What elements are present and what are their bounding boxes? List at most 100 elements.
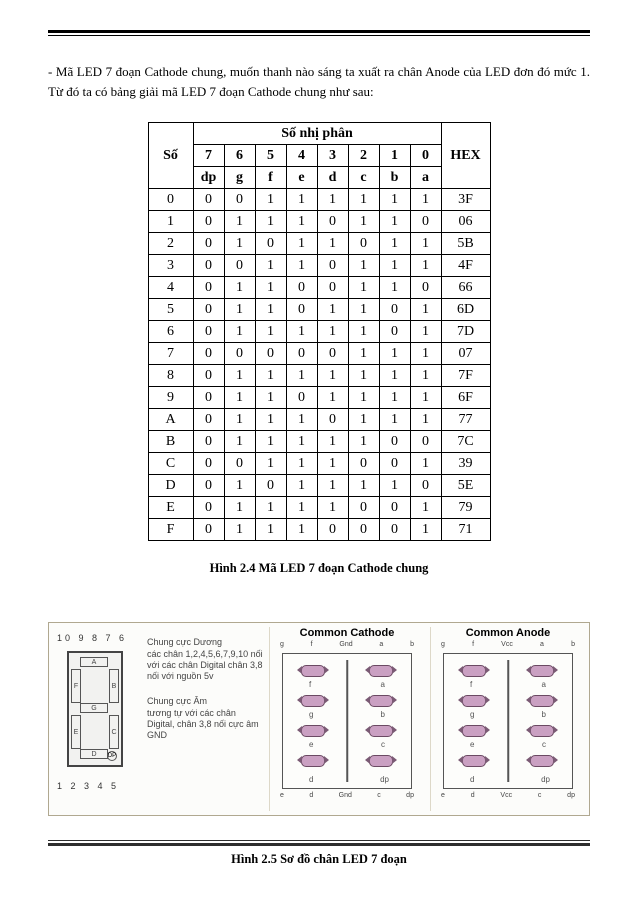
cell-bit: 1	[317, 387, 348, 409]
cell-bit: 1	[317, 233, 348, 255]
th-bit-num: 1	[379, 145, 410, 167]
common-cathode-schematic: Common Cathode gfGndab fa gb ec ddp edGn…	[269, 627, 424, 811]
ca-chip: fa gb ec ddp	[443, 653, 573, 789]
pin-label: Gnd	[339, 641, 352, 648]
th-bit-name: d	[317, 167, 348, 189]
cell-number: 6	[148, 321, 193, 343]
cell-bit: 0	[410, 475, 441, 497]
cell-bit: 1	[255, 387, 286, 409]
cell-bit: 0	[193, 189, 224, 211]
pin-labels-bottom: 1 2 3 4 5	[57, 781, 119, 791]
pin-label: e	[280, 792, 284, 799]
cell-bit: 1	[317, 299, 348, 321]
pin-label: f	[472, 641, 474, 648]
pin-label: b	[571, 641, 575, 648]
cell-bit: 0	[193, 431, 224, 453]
common-anode-schematic: Common Anode gfVccab fa gb ec ddp edVccc…	[430, 627, 585, 811]
cell-bit: 0	[286, 299, 317, 321]
table-row: 8011111117F	[148, 365, 490, 387]
cell-bit: 1	[410, 189, 441, 211]
table-row: 9011011116F	[148, 387, 490, 409]
cell-bit: 0	[193, 343, 224, 365]
cell-bit: 0	[193, 255, 224, 277]
table-row: F0111000171	[148, 519, 490, 541]
cell-bit: 1	[379, 255, 410, 277]
cell-bit: 1	[317, 189, 348, 211]
cell-bit: 0	[379, 299, 410, 321]
pin-diagram: 10 9 8 7 6 A F B G E C D DP 1 2 3 4 5 Ch…	[48, 622, 590, 816]
pin-label: d	[471, 792, 475, 799]
cell-bit: 0	[379, 431, 410, 453]
cc-chip: fa gb ec ddp	[282, 653, 412, 789]
cell-bit: 1	[286, 519, 317, 541]
cell-bit: 1	[224, 299, 255, 321]
cell-number: 3	[148, 255, 193, 277]
th-bit-num: 0	[410, 145, 441, 167]
cell-hex: 39	[441, 453, 490, 475]
cell-bit: 0	[224, 453, 255, 475]
cell-bit: 1	[348, 255, 379, 277]
cell-bit: 1	[317, 321, 348, 343]
cc-pins-top: gfGndab	[280, 641, 414, 648]
th-hex: HEX	[441, 123, 490, 189]
table-row: D010111105E	[148, 475, 490, 497]
rule-bottom	[48, 840, 590, 846]
cell-bit: 1	[348, 387, 379, 409]
cell-bit: 0	[286, 387, 317, 409]
cell-bit: 1	[317, 475, 348, 497]
cell-bit: 0	[317, 277, 348, 299]
cell-bit: 0	[348, 497, 379, 519]
cell-bit: 0	[224, 343, 255, 365]
cell-bit: 1	[348, 321, 379, 343]
cell-hex: 5E	[441, 475, 490, 497]
cell-hex: 66	[441, 277, 490, 299]
cell-number: C	[148, 453, 193, 475]
table-row: 70000011107	[148, 343, 490, 365]
cell-bit: 0	[193, 497, 224, 519]
cell-bit: 0	[193, 453, 224, 475]
cell-bit: 1	[224, 277, 255, 299]
pin-label: Vcc	[501, 641, 513, 648]
cell-hex: 07	[441, 343, 490, 365]
rule-top	[48, 30, 590, 36]
intro-paragraph: - Mã LED 7 đoạn Cathode chung, muốn than…	[48, 62, 590, 102]
cell-number: A	[148, 409, 193, 431]
pin-label: d	[309, 792, 313, 799]
ca-pins-bot: edVcccdp	[441, 792, 575, 799]
cell-number: E	[148, 497, 193, 519]
th-bit-num: 5	[255, 145, 286, 167]
cell-hex: 6F	[441, 387, 490, 409]
cell-bit: 1	[410, 519, 441, 541]
cell-bit: 1	[255, 519, 286, 541]
table-row: 5011011016D	[148, 299, 490, 321]
cell-bit: 1	[379, 189, 410, 211]
table-row: 6011111017D	[148, 321, 490, 343]
cell-bit: 1	[348, 189, 379, 211]
cell-bit: 1	[255, 255, 286, 277]
cell-bit: 0	[286, 343, 317, 365]
cell-bit: 1	[286, 497, 317, 519]
cell-bit: 1	[379, 409, 410, 431]
pin-label: Vcc	[500, 792, 512, 799]
th-binary: Số nhị phân	[193, 123, 441, 145]
cell-hex: 06	[441, 211, 490, 233]
cell-bit: 1	[286, 409, 317, 431]
cell-hex: 5B	[441, 233, 490, 255]
cell-bit: 0	[255, 343, 286, 365]
cell-bit: 1	[255, 189, 286, 211]
cell-bit: 1	[410, 321, 441, 343]
text-body-2: tương tự với các chân Digital, chân 3,8 …	[147, 708, 263, 742]
th-bit-num: 4	[286, 145, 317, 167]
cell-bit: 1	[317, 431, 348, 453]
seg-outline-panel: 10 9 8 7 6 A F B G E C D DP 1 2 3 4 5	[53, 627, 141, 811]
cell-bit: 1	[410, 343, 441, 365]
cell-bit: 1	[410, 497, 441, 519]
th-number: Số	[148, 123, 193, 189]
cell-bit: 0	[317, 343, 348, 365]
caption-1: Hình 2.4 Mã LED 7 đoạn Cathode chung	[48, 561, 590, 576]
cell-bit: 1	[348, 299, 379, 321]
th-bit-name: f	[255, 167, 286, 189]
cell-bit: 0	[317, 211, 348, 233]
cell-bit: 0	[379, 519, 410, 541]
cell-bit: 0	[379, 321, 410, 343]
